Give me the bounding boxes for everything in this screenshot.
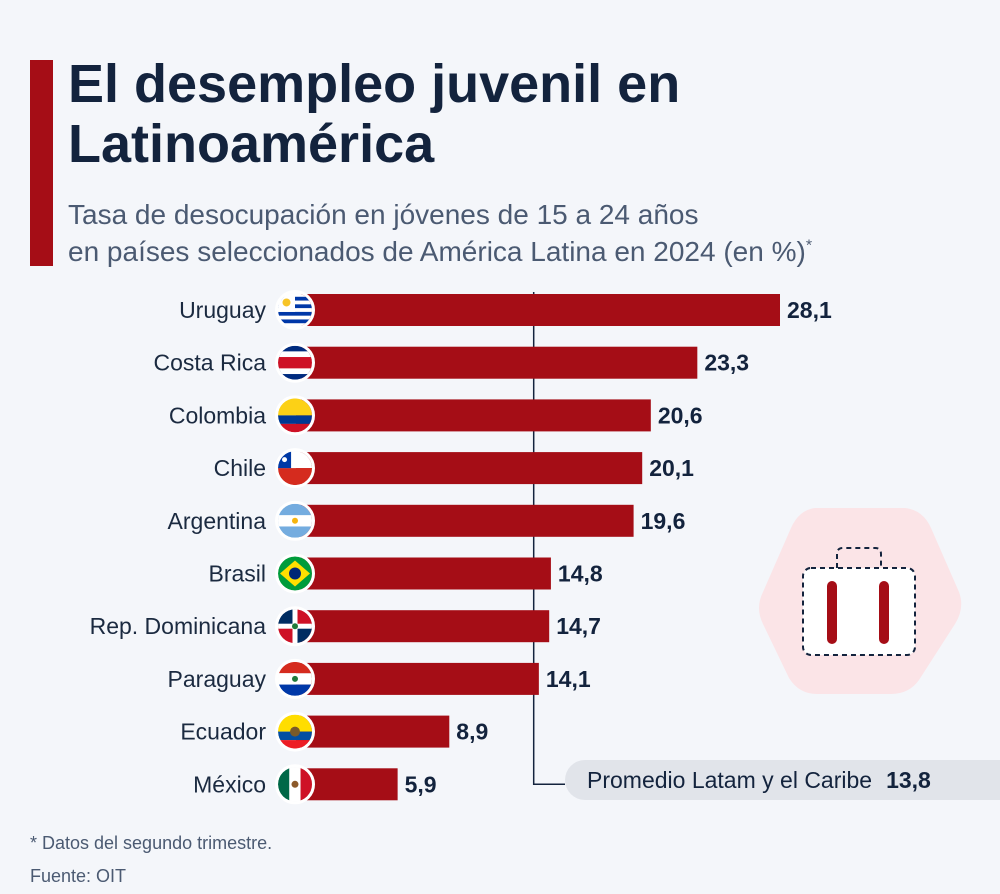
average-value: 13,8 [886, 766, 931, 793]
bar-row-mexico: México 5,9 [193, 764, 437, 805]
category-label: Costa Rica [154, 350, 267, 376]
bars: Uruguay 28,1 Costa Rica 23,3 Colombia 20,6 Chi… [90, 290, 832, 805]
chile-flag-icon [275, 448, 315, 489]
bar [296, 452, 643, 485]
bar [296, 399, 651, 432]
value-label: 23,3 [704, 350, 749, 376]
category-label: Ecuador [180, 719, 266, 745]
dominican-republic-flag-icon [275, 606, 315, 647]
category-label: Chile [214, 455, 266, 481]
bar [296, 504, 634, 537]
value-label: 20,1 [649, 455, 694, 481]
bar-row-rep-dominicana: Rep. Dominicana 14,7 [90, 606, 601, 647]
chart-title: El desempleo juvenil en Latinoamérica [68, 54, 681, 174]
bar [296, 346, 698, 379]
category-label: Brasil [208, 561, 266, 587]
category-label: Uruguay [179, 297, 266, 323]
value-label: 20,6 [658, 402, 703, 428]
bar [296, 715, 450, 748]
average-reference-label: Promedio Latam y el Caribe 13,8 [565, 760, 1000, 800]
category-label: Colombia [169, 402, 266, 428]
bar-row-uruguay: Uruguay 28,1 [179, 290, 832, 330]
brazil-flag-icon [275, 553, 315, 594]
subtitle-footnote-marker: * [805, 237, 813, 255]
value-label: 14,1 [546, 666, 591, 692]
bar [296, 662, 539, 695]
bar-chart: Uruguay 28,1 Costa Rica 23,3 Colombia 20,6 Chi… [90, 290, 832, 805]
title-accent-bar [30, 60, 53, 266]
subtitle-line-1: Tasa de desocupación en jóvenes de 15 a … [68, 199, 699, 230]
value-label: 8,9 [456, 719, 488, 745]
source: Fuente: OIT [30, 866, 127, 886]
ecuador-flag-icon [275, 711, 315, 752]
bar-row-costa-rica: Costa Rica 23,3 [154, 342, 749, 383]
bar-row-brasil: Brasil 14,8 [208, 553, 603, 594]
subtitle-line-2: en países seleccionados de América Latin… [68, 236, 806, 267]
value-label: 14,8 [558, 561, 603, 587]
chart-subtitle: Tasa de desocupación en jóvenes de 15 a … [68, 196, 988, 270]
value-label: 5,9 [405, 771, 437, 797]
category-label: Argentina [168, 508, 267, 534]
argentina-flag-icon [275, 500, 315, 541]
costa-rica-flag-icon [275, 342, 315, 383]
value-label: 14,7 [556, 613, 601, 639]
bar [296, 610, 550, 643]
bar-row-colombia: Colombia 20,6 [169, 395, 703, 436]
bar [296, 557, 551, 590]
suitcase-icon [759, 508, 962, 694]
value-label: 28,1 [787, 297, 832, 323]
mexico-flag-icon [275, 764, 315, 805]
bar-row-ecuador: Ecuador 8,9 [180, 711, 488, 752]
category-label: Rep. Dominicana [90, 613, 267, 639]
bar [296, 294, 780, 326]
colombia-flag-icon [275, 395, 315, 436]
category-label: Paraguay [168, 666, 267, 692]
paraguay-flag-icon [275, 658, 315, 699]
footnote: * Datos del segundo trimestre. [30, 833, 273, 853]
bar-row-argentina: Argentina 19,6 [168, 500, 686, 541]
average-label: Promedio Latam y el Caribe [587, 766, 873, 793]
bar-row-paraguay: Paraguay 14,1 [168, 658, 591, 699]
value-label: 19,6 [641, 508, 686, 534]
category-label: México [193, 771, 266, 797]
bar-row-chile: Chile 20,1 [214, 448, 694, 489]
uruguay-flag-icon [275, 290, 315, 330]
